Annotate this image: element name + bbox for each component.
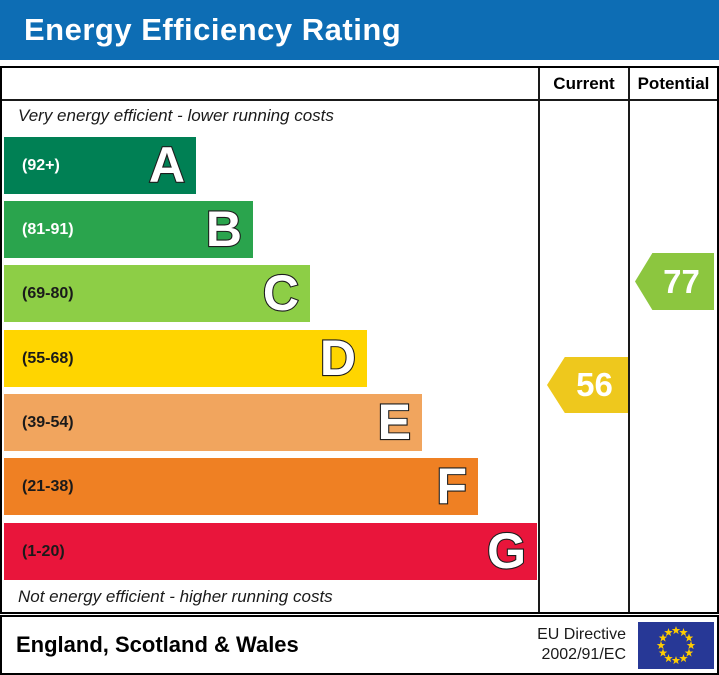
eu-flag-icon [638,621,714,669]
potential-column-header: Potential [637,73,710,93]
title-bar: Energy Efficiency Rating [0,0,719,60]
band-b: (81-91) B [4,200,253,258]
band-letter: B [205,200,243,258]
potential-rating-indicator: 77 [635,253,714,310]
current-rating-indicator: 56 [547,357,628,413]
band-f: (21-38) F [4,457,478,515]
eu-directive-label: EU Directive 2002/91/EC [537,625,626,665]
rating-table: Current Potential Very energy efficient … [0,66,719,614]
potential-rating-value: 77 [663,262,700,300]
band-range-label: (92+) [22,157,60,174]
current-column-header: Current [553,73,615,93]
band-e: (39-54) E [4,393,422,451]
footer-bar: England, Scotland & Wales EU Directive 2… [0,615,719,675]
band-range-label: (21-38) [22,478,74,495]
band-letter: G [486,522,527,580]
page-title: Energy Efficiency Rating [24,12,402,47]
top-note: Very energy efficient - lower running co… [18,106,334,125]
eu-directive-line1: EU Directive [537,626,626,643]
band-letter: A [148,136,186,194]
band-range-label: (55-68) [22,350,74,367]
band-g: (1-20) G [4,522,537,580]
band-letter: C [262,264,300,322]
potential-column-divider [628,68,630,612]
footer-region-label: England, Scotland & Wales [16,632,299,657]
band-letter: E [377,393,413,451]
bottom-note: Not energy efficient - higher running co… [18,587,333,606]
band-c: (69-80) C [4,264,310,322]
band-range-label: (69-80) [22,285,74,302]
current-rating-value: 56 [576,366,613,403]
eu-flag-stars [656,625,696,664]
band-a: (92+) A [4,136,196,194]
band-range-label: (81-91) [22,221,74,238]
band-letter: F [435,457,468,515]
band-range-label: (39-54) [22,414,74,431]
band-letter: D [319,329,357,387]
current-column-divider [538,68,540,612]
eu-directive-line2: 2002/91/EC [541,646,626,663]
header-separator [2,99,717,101]
band-d: (55-68) D [4,329,367,387]
band-range-label: (1-20) [22,543,65,560]
